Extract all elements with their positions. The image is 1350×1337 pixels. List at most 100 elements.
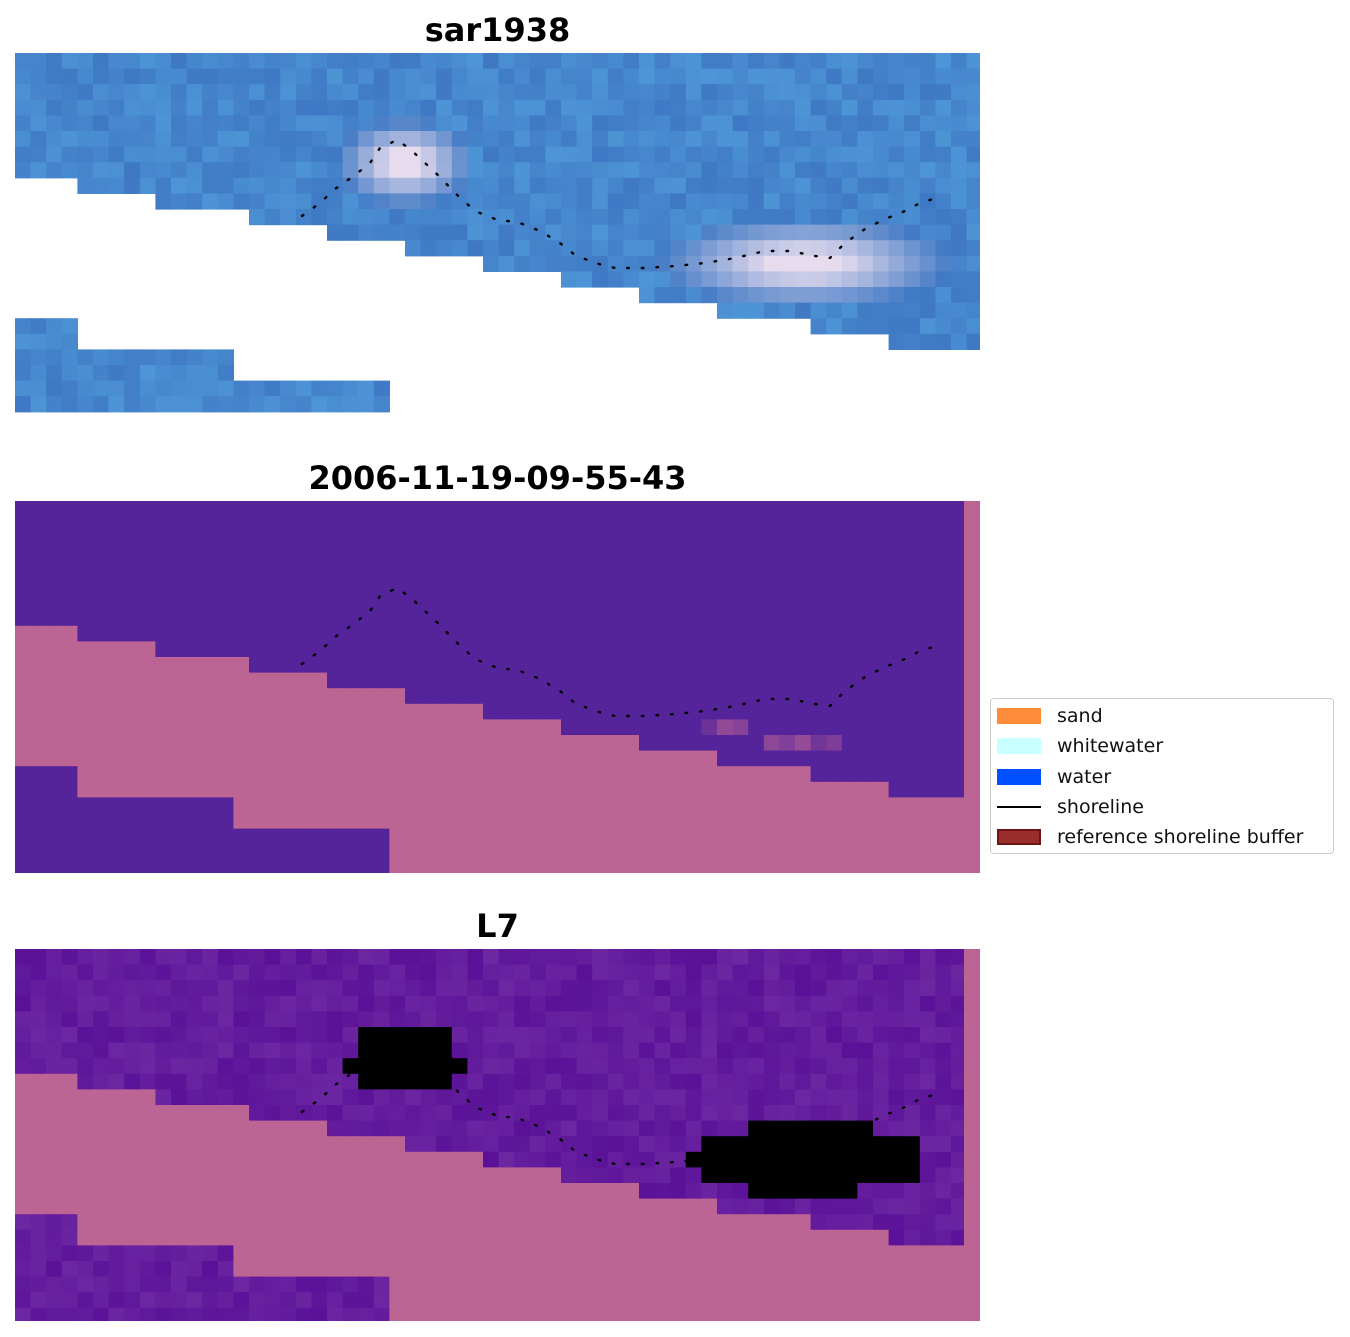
image-pixel — [483, 1276, 500, 1293]
image-pixel — [342, 1167, 359, 1184]
image-pixel — [919, 719, 936, 736]
image-pixel — [654, 501, 671, 518]
image-pixel — [202, 657, 219, 674]
image-pixel — [623, 131, 640, 148]
image-pixel — [342, 115, 359, 132]
image-pixel — [186, 719, 203, 736]
image-pixel — [732, 750, 749, 767]
image-pixel — [280, 1042, 297, 1059]
image-pixel — [888, 703, 905, 720]
image-pixel — [202, 672, 219, 689]
image-pixel — [685, 1198, 702, 1215]
image-pixel — [436, 797, 453, 814]
image-pixel — [795, 162, 812, 179]
image-pixel — [155, 193, 172, 210]
image-pixel — [358, 1229, 375, 1246]
image-pixel — [795, 193, 812, 210]
image-pixel — [654, 1058, 671, 1075]
image-pixel — [61, 688, 78, 705]
image-pixel — [795, 209, 812, 226]
image-pixel — [46, 1183, 63, 1200]
image-pixel — [951, 563, 968, 580]
image-pixel — [155, 1058, 172, 1075]
image-pixel — [373, 146, 390, 163]
image-pixel — [639, 1183, 656, 1200]
image-pixel — [202, 146, 219, 163]
image-pixel — [139, 1198, 156, 1215]
image-pixel — [311, 532, 328, 549]
image-pixel — [61, 995, 78, 1012]
image-pixel — [748, 1120, 765, 1137]
image-pixel — [295, 1261, 312, 1278]
image-pixel — [405, 657, 422, 674]
image-pixel — [295, 1073, 312, 1090]
image-pixel — [233, 641, 250, 658]
image-pixel — [654, 781, 671, 798]
image-pixel — [873, 271, 890, 288]
image-pixel — [951, 1245, 968, 1262]
image-pixel — [561, 1167, 578, 1184]
image-pixel — [264, 1027, 281, 1044]
image-pixel — [607, 995, 624, 1012]
image-pixel — [623, 980, 640, 997]
image-pixel — [327, 516, 344, 533]
image-pixel — [561, 828, 578, 845]
image-pixel — [514, 1214, 531, 1231]
image-pixel — [249, 657, 266, 674]
image-pixel — [61, 547, 78, 564]
image-pixel — [701, 1198, 718, 1215]
image-pixel — [857, 115, 874, 132]
image-pixel — [61, 1183, 78, 1200]
image-pixel — [436, 735, 453, 752]
image-pixel — [717, 735, 734, 752]
image-pixel — [623, 1198, 640, 1215]
image-pixel — [139, 84, 156, 101]
image-pixel — [904, 516, 921, 533]
image-pixel — [389, 131, 406, 148]
image-pixel — [124, 131, 141, 148]
image-pixel — [919, 844, 936, 861]
image-pixel — [202, 1261, 219, 1278]
image-pixel — [514, 1307, 531, 1321]
image-pixel — [311, 1167, 328, 1184]
image-pixel — [405, 68, 422, 85]
image-pixel — [467, 797, 484, 814]
image-pixel — [217, 703, 234, 720]
image-pixel — [529, 563, 546, 580]
image-pixel — [670, 610, 687, 627]
image-pixel — [685, 131, 702, 148]
image-pixel — [545, 1120, 562, 1137]
image-pixel — [826, 1214, 843, 1231]
image-pixel — [451, 703, 468, 720]
image-pixel — [280, 547, 297, 564]
image-pixel — [436, 844, 453, 861]
image-pixel — [15, 1167, 32, 1184]
image-pixel — [592, 1229, 609, 1246]
image-pixel — [779, 563, 796, 580]
image-pixel — [763, 703, 780, 720]
image-pixel — [483, 579, 500, 596]
image-pixel — [108, 1151, 125, 1168]
image-pixel — [202, 380, 219, 397]
image-pixel — [670, 672, 687, 689]
image-edge-strip — [964, 501, 980, 873]
image-pixel — [919, 53, 936, 70]
image-pixel — [171, 735, 188, 752]
image-pixel — [654, 1292, 671, 1309]
image-pixel — [841, 719, 858, 736]
image-pixel — [405, 1245, 422, 1262]
image-pixel — [467, 1089, 484, 1106]
image-pixel — [358, 1073, 375, 1090]
image-pixel — [607, 162, 624, 179]
image-pixel — [639, 1027, 656, 1044]
image-pixel — [467, 1229, 484, 1246]
image-pixel — [607, 859, 624, 873]
image-pixel — [514, 625, 531, 642]
image-pixel — [264, 1042, 281, 1059]
image-pixel — [576, 1151, 593, 1168]
image-pixel — [654, 1042, 671, 1059]
image-pixel — [342, 516, 359, 533]
image-pixel — [514, 1167, 531, 1184]
image-pixel — [217, 1214, 234, 1231]
image-pixel — [639, 1307, 656, 1321]
